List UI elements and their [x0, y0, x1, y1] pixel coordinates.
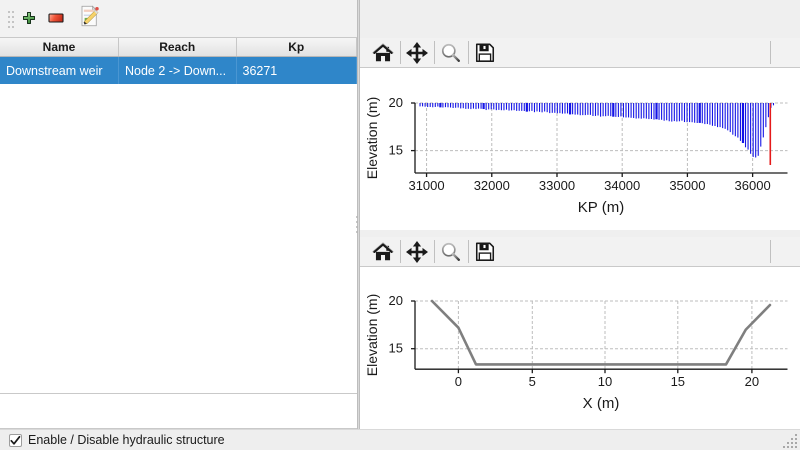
svg-text:KP (m): KP (m) [578, 199, 624, 216]
svg-text:15: 15 [671, 374, 685, 389]
svg-text:X (m): X (m) [583, 395, 620, 412]
svg-text:20: 20 [389, 293, 403, 308]
svg-text:Elevation (m): Elevation (m) [364, 97, 380, 179]
svg-text:15: 15 [389, 341, 403, 356]
svg-text:20: 20 [389, 95, 403, 110]
svg-text:31000: 31000 [408, 178, 444, 193]
svg-text:20: 20 [745, 374, 759, 389]
svg-text:Elevation (m): Elevation (m) [364, 294, 380, 376]
svg-text:33000: 33000 [539, 178, 575, 193]
svg-text:5: 5 [529, 374, 536, 389]
svg-text:0: 0 [455, 374, 462, 389]
svg-text:10: 10 [598, 374, 612, 389]
svg-text:32000: 32000 [474, 178, 510, 193]
svg-text:15: 15 [389, 143, 403, 158]
svg-text:36000: 36000 [735, 178, 771, 193]
svg-text:35000: 35000 [669, 178, 705, 193]
svg-text:34000: 34000 [604, 178, 640, 193]
